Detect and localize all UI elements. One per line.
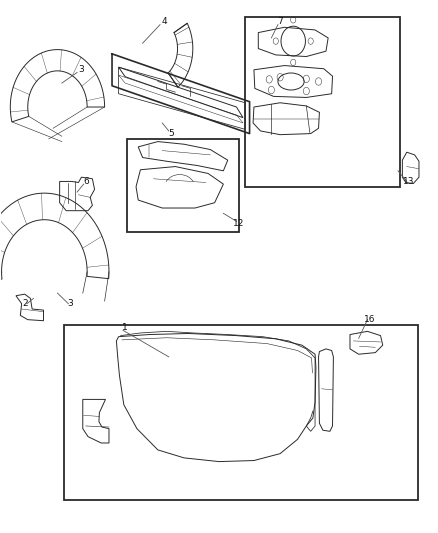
Text: 3: 3 [68, 299, 74, 308]
Text: 5: 5 [168, 129, 174, 138]
Text: 6: 6 [83, 177, 89, 186]
Text: 16: 16 [364, 315, 375, 324]
Text: 7: 7 [277, 18, 283, 27]
Bar [127, 139, 239, 232]
Text: 2: 2 [22, 299, 28, 308]
Text: 13: 13 [403, 177, 415, 186]
Bar [245, 17, 400, 187]
Bar [64, 325, 418, 500]
Text: 4: 4 [162, 18, 167, 27]
Text: 3: 3 [78, 66, 85, 74]
Text: 1: 1 [122, 323, 128, 332]
Text: 12: 12 [233, 220, 244, 229]
